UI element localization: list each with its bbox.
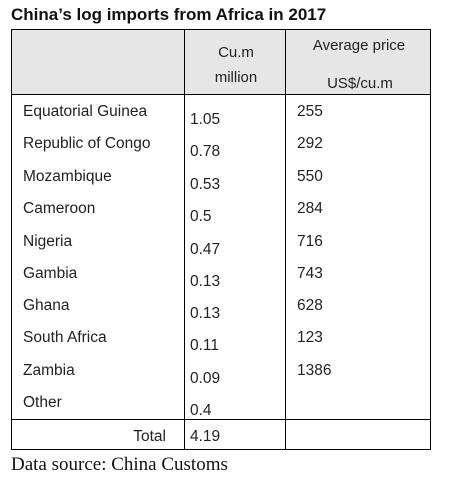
volume-header-line2: million [214, 69, 258, 86]
table-row: Equatorial Guinea 1.05 255 [12, 103, 430, 135]
table-row: Gambia 0.13 743 [12, 265, 430, 297]
table-title: China’s log imports from Africa in 2017 [11, 5, 327, 24]
price-cell: 123 [297, 329, 323, 346]
table-row: Zambia 0.09 1386 [12, 362, 430, 394]
volume-cell: 1.05 [190, 111, 221, 128]
price-cell: 284 [297, 200, 323, 217]
country-cell: South Africa [23, 329, 107, 346]
column-divider [285, 30, 286, 449]
table-row: Cameroon 0.5 284 [12, 200, 430, 232]
total-label: Total [133, 428, 166, 445]
volume-cell: 0.4 [190, 402, 212, 419]
volume-cell: 0.53 [190, 176, 221, 193]
price-header-line2: US$/cu.m [327, 75, 393, 92]
country-cell: Republic of Congo [23, 135, 151, 152]
table-header [12, 30, 430, 95]
price-cell: 1386 [297, 362, 332, 379]
volume-cell: 0.09 [190, 370, 221, 387]
price-cell: 628 [297, 297, 323, 314]
table-row: Ghana 0.13 628 [12, 297, 430, 329]
price-header-line1: Average price [312, 37, 406, 54]
volume-cell: 0.5 [190, 208, 212, 225]
volume-cell: 0.11 [190, 337, 220, 354]
volume-cell: 0.78 [190, 143, 221, 160]
price-cell: 550 [297, 168, 323, 185]
total-volume: 4.19 [190, 428, 221, 445]
price-cell: 292 [297, 135, 323, 152]
country-cell: Mozambique [23, 168, 112, 185]
data-source-note: Data source: China Customs [11, 454, 228, 475]
volume-cell: 0.13 [190, 273, 221, 290]
table-row: Nigeria 0.47 716 [12, 233, 430, 265]
volume-cell: 0.47 [190, 241, 221, 258]
country-cell: Zambia [23, 362, 75, 379]
column-divider [184, 30, 185, 449]
table-row: Mozambique 0.53 550 [12, 168, 430, 200]
country-cell: Other [23, 394, 62, 411]
price-cell: 255 [297, 103, 323, 120]
country-cell: Nigeria [23, 233, 73, 250]
total-divider [12, 419, 430, 420]
volume-cell: 0.13 [190, 305, 221, 322]
country-cell: Gambia [23, 265, 78, 282]
country-cell: Equatorial Guinea [23, 103, 148, 120]
price-cell: 716 [297, 233, 323, 250]
table-row: South Africa 0.11 123 [12, 329, 430, 361]
price-cell: 743 [297, 265, 323, 282]
table-row: Republic of Congo 0.78 292 [12, 135, 430, 167]
table-row: Other 0.4 [12, 394, 430, 426]
volume-header-line1: Cu.m [218, 44, 254, 61]
country-cell: Ghana [23, 297, 70, 314]
country-cell: Cameroon [23, 200, 96, 217]
imports-table: Cu.m million Average price US$/cu.m Equa… [11, 29, 431, 450]
